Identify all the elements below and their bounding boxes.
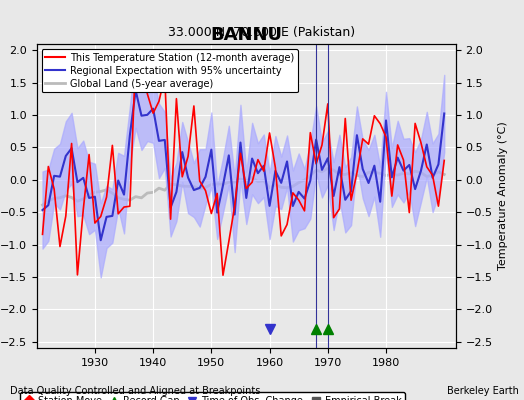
Text: 33.000 N, 70.600 E (Pakistan): 33.000 N, 70.600 E (Pakistan) (168, 26, 356, 39)
Legend: Station Move, Record Gap, Time of Obs. Change, Empirical Break: Station Move, Record Gap, Time of Obs. C… (20, 392, 405, 400)
Text: Data Quality Controlled and Aligned at Breakpoints: Data Quality Controlled and Aligned at B… (10, 386, 261, 396)
Y-axis label: Temperature Anomaly (°C): Temperature Anomaly (°C) (498, 122, 508, 270)
Text: Berkeley Earth: Berkeley Earth (447, 386, 519, 396)
Title: BANNU: BANNU (210, 26, 282, 44)
